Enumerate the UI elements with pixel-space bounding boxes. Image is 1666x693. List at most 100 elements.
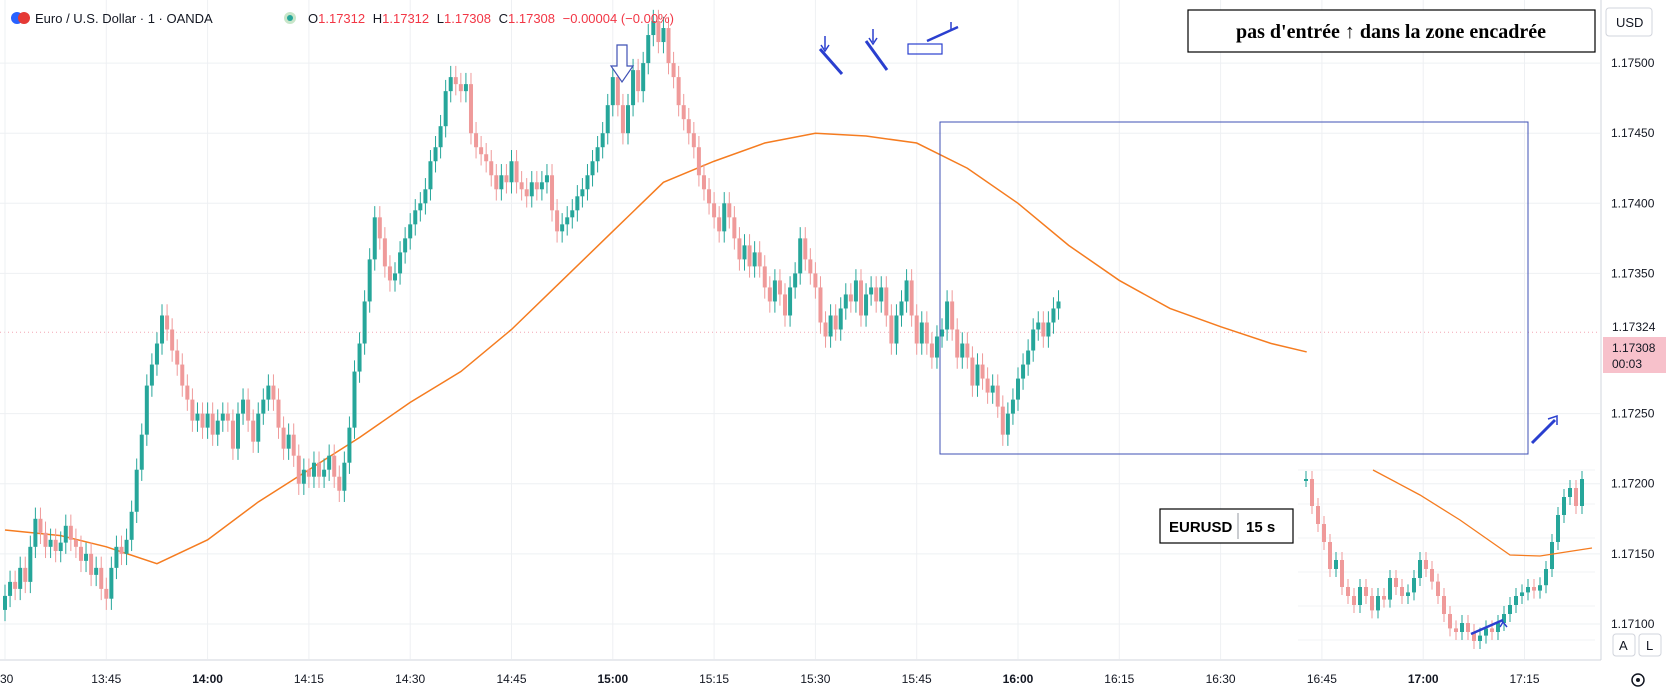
candle-body bbox=[712, 203, 717, 218]
candle-body bbox=[858, 280, 863, 316]
candle-body bbox=[940, 329, 945, 337]
price-scale[interactable]: USD 1.17500 1.17450 1.17400 1.17350 1.17250 1… bbox=[1600, 0, 1666, 660]
candle-body bbox=[1010, 399, 1015, 414]
candle-body bbox=[823, 322, 828, 337]
candle-body bbox=[428, 161, 433, 190]
inset-candle-body bbox=[1544, 569, 1548, 586]
candle-body bbox=[276, 399, 281, 428]
candle-body bbox=[686, 119, 691, 134]
candle-body bbox=[63, 525, 68, 543]
candle-body bbox=[899, 301, 904, 316]
time-tick-label: 16:15 bbox=[1104, 672, 1134, 686]
candle-body bbox=[190, 399, 195, 421]
candle-body bbox=[813, 273, 818, 288]
last-price-tag bbox=[1603, 337, 1666, 373]
auto-scale-button[interactable] bbox=[1612, 633, 1636, 657]
currency-button[interactable] bbox=[1605, 7, 1653, 37]
candle-body bbox=[590, 161, 595, 176]
candle-body bbox=[585, 175, 590, 190]
auto-scale-label: A bbox=[1619, 638, 1628, 653]
candle-body bbox=[661, 28, 666, 43]
inset-candle-body bbox=[1310, 479, 1314, 506]
candle-body bbox=[443, 91, 448, 127]
inset-candle-body bbox=[1406, 592, 1410, 596]
candle-body bbox=[286, 434, 291, 449]
inset-candle-body bbox=[1388, 578, 1392, 600]
candle-body bbox=[853, 280, 858, 302]
candle-body bbox=[777, 280, 782, 295]
candle-body bbox=[266, 385, 271, 400]
candle-body bbox=[134, 469, 139, 512]
candle-body bbox=[747, 245, 752, 267]
blue-down-arrow-icon-2[interactable] bbox=[864, 29, 889, 71]
instrument-title[interactable]: Euro / U.S. Dollar · 1 · OANDA bbox=[35, 11, 213, 26]
inset-candle-body bbox=[1394, 578, 1398, 587]
ohlc-o-value: 1.17312 bbox=[318, 11, 365, 26]
candle-body bbox=[1016, 378, 1020, 400]
candle-body bbox=[666, 28, 671, 64]
candle-body bbox=[33, 518, 38, 547]
ohlc-c-label: C bbox=[499, 11, 508, 26]
inset-label[interactable]: EURUSD 15 s bbox=[1159, 508, 1294, 544]
candle-body bbox=[793, 273, 798, 288]
candle-body bbox=[474, 133, 479, 148]
candle-body bbox=[980, 364, 985, 379]
blue-down-arrow-icon-1[interactable] bbox=[818, 36, 844, 75]
candle-body bbox=[149, 364, 154, 386]
ohlc-l-label: L bbox=[437, 11, 444, 26]
time-scale[interactable]: :30 13:45 14:00 14:15 14:30 14:45 15:00 15:15 15… bbox=[0, 659, 1645, 687]
candle-body bbox=[3, 595, 7, 610]
inset-up-arrow-icon[interactable] bbox=[1470, 618, 1508, 636]
candle-body bbox=[291, 434, 296, 456]
time-tick-label: 15:45 bbox=[902, 672, 932, 686]
candle-body bbox=[534, 182, 539, 190]
time-tick-label: 14:00 bbox=[192, 672, 223, 686]
ohlc-readout: O1.17312 H1.17312 L1.17308 C1.17308 −0.0… bbox=[308, 11, 674, 26]
candle-body bbox=[544, 175, 549, 183]
candle-body bbox=[281, 427, 286, 449]
annotation-note[interactable]: pas d'entrée ↑ dans la zone encadrée bbox=[1187, 9, 1596, 53]
ohlc-change: −0.00004 (−0.00%) bbox=[563, 11, 674, 26]
candle-body bbox=[737, 238, 742, 260]
candle-body bbox=[717, 217, 722, 232]
settings-icon[interactable] bbox=[1631, 673, 1645, 687]
candle-body bbox=[18, 567, 23, 589]
candle-body bbox=[170, 329, 175, 351]
inset-candle-body bbox=[1568, 488, 1572, 497]
inset-candle-body bbox=[1334, 560, 1338, 569]
candle-body bbox=[869, 287, 874, 295]
candle-body bbox=[803, 238, 808, 260]
candle-body bbox=[195, 413, 200, 421]
candle-body bbox=[1031, 329, 1036, 351]
candle-body bbox=[408, 224, 413, 239]
inset-ma-line bbox=[1372, 469, 1593, 557]
candle-body bbox=[453, 77, 458, 85]
inset-candle-body bbox=[1418, 560, 1422, 578]
candle-body bbox=[955, 329, 960, 358]
candle-body bbox=[808, 259, 813, 274]
inset-candle-body bbox=[1340, 560, 1344, 587]
inset-candle-body bbox=[1514, 596, 1518, 605]
blue-down-arrow-icon-3[interactable] bbox=[907, 22, 959, 55]
candle-body bbox=[220, 413, 225, 421]
inset-candle-body bbox=[1400, 587, 1404, 596]
candle-body bbox=[975, 364, 980, 386]
candle-body bbox=[762, 266, 767, 288]
inset-candle-body bbox=[1376, 596, 1380, 611]
candle-body bbox=[84, 553, 89, 561]
inset-candle-body bbox=[1490, 628, 1494, 632]
inset-candle-body bbox=[1358, 587, 1362, 605]
hollow-down-arrow-icon[interactable] bbox=[609, 44, 635, 84]
inset-candle-body bbox=[1346, 587, 1350, 596]
candle-body bbox=[783, 294, 788, 316]
candle-body bbox=[945, 301, 950, 330]
candle-body bbox=[38, 518, 43, 533]
annotation-box[interactable] bbox=[939, 121, 1529, 455]
candle-body bbox=[631, 70, 636, 106]
inset-candle-body bbox=[1364, 587, 1368, 596]
blue-up-arrow-icon[interactable] bbox=[1530, 414, 1558, 445]
candle-body bbox=[565, 217, 570, 225]
candle-body bbox=[929, 343, 934, 358]
log-scale-button[interactable] bbox=[1638, 633, 1662, 657]
